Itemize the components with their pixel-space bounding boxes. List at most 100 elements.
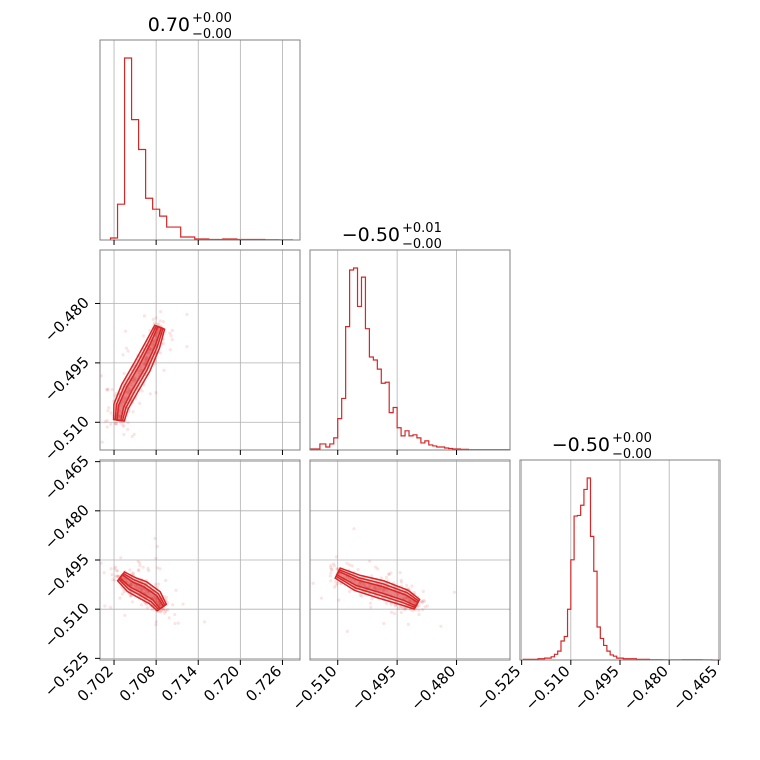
sample-point <box>399 578 403 582</box>
sample-point <box>148 593 152 597</box>
sample-point <box>156 582 161 586</box>
sample-point <box>153 597 157 601</box>
param-title-0: 0.70 +0.00−0.00 <box>148 11 232 42</box>
sample-point <box>146 566 150 571</box>
sample-point <box>109 605 113 610</box>
sample-point <box>159 610 163 614</box>
sample-point <box>153 582 158 587</box>
sample-point <box>167 616 171 620</box>
sample-point <box>126 349 130 353</box>
frame-layer <box>95 39 721 665</box>
sample-point <box>114 421 118 426</box>
sample-point <box>138 564 142 568</box>
sample-point <box>421 598 426 603</box>
sample-point <box>387 572 391 577</box>
sample-point <box>404 606 408 610</box>
sample-point <box>168 331 172 335</box>
sample-point <box>153 596 157 600</box>
sample-point <box>116 569 120 573</box>
sample-point <box>319 596 323 600</box>
sample-point <box>119 402 123 406</box>
sample-point <box>140 389 144 393</box>
sample-point <box>109 411 113 415</box>
sample-point <box>137 586 141 590</box>
sample-point <box>348 563 352 567</box>
sample-point <box>121 423 125 427</box>
sample-point <box>124 396 128 400</box>
sample-point <box>123 613 127 618</box>
sample-point <box>120 400 124 404</box>
title-upper-error: +0.01 <box>402 221 442 236</box>
sample-point <box>148 392 152 396</box>
panel-frame <box>99 249 301 451</box>
y-tick-label: −0.510 <box>41 599 93 651</box>
x-tick-label: −0.525 <box>472 662 524 714</box>
sample-point <box>164 608 168 612</box>
sample-point <box>149 347 153 351</box>
sample-point <box>382 588 386 592</box>
histogram-param-1 <box>309 267 510 451</box>
sample-point <box>131 379 136 383</box>
sample-point <box>352 527 356 531</box>
sample-point <box>113 578 117 582</box>
histogram-param-0 <box>109 57 293 241</box>
sample-point <box>329 567 334 571</box>
sample-point <box>141 334 146 338</box>
param-title-1: −0.50 +0.01−0.00 <box>342 221 442 252</box>
sample-point <box>392 612 396 616</box>
sample-point <box>110 573 114 577</box>
sample-point <box>337 598 341 602</box>
sample-point <box>153 338 157 343</box>
sample-point <box>356 568 360 572</box>
sample-point <box>132 432 136 436</box>
sample-point <box>156 322 160 326</box>
sample-point <box>122 371 126 376</box>
sample-point <box>127 388 131 392</box>
sample-point <box>439 624 443 628</box>
contour-level-1 <box>112 324 166 422</box>
sample-point <box>143 358 147 362</box>
sample-point <box>348 589 352 594</box>
y-tick-label: −0.495 <box>41 353 93 405</box>
sample-point <box>176 621 180 625</box>
sample-point <box>368 584 372 588</box>
data-layer <box>99 57 720 661</box>
sample-point <box>143 362 147 366</box>
sample-point <box>149 347 153 352</box>
sample-point <box>161 607 165 611</box>
sample-point <box>116 574 120 579</box>
sample-point <box>133 377 137 381</box>
sample-point <box>119 421 123 425</box>
sample-point <box>173 621 177 626</box>
sample-point <box>152 321 157 325</box>
sample-point <box>373 586 377 591</box>
panel-frame <box>309 459 511 661</box>
sample-point <box>137 568 141 572</box>
sample-point <box>389 602 393 607</box>
sample-point <box>158 603 162 607</box>
sample-point <box>114 422 119 426</box>
sample-point <box>154 316 158 320</box>
y-tick-label: −0.480 <box>41 294 93 346</box>
sample-point <box>144 589 148 593</box>
sample-point <box>129 382 133 387</box>
title-value: 0.70 <box>148 14 190 36</box>
sample-point <box>136 559 140 564</box>
sample-point <box>122 433 126 437</box>
sample-point <box>362 582 366 586</box>
sample-point <box>399 580 403 584</box>
sample-point <box>110 387 114 392</box>
sample-point <box>138 368 143 372</box>
sample-point <box>417 608 421 613</box>
sample-point <box>373 585 377 589</box>
sample-point <box>389 571 393 575</box>
contour-level-3 <box>335 570 419 607</box>
sample-point <box>379 587 383 591</box>
y-tick-label: −0.480 <box>41 501 93 553</box>
sample-point <box>396 606 401 611</box>
sample-point <box>99 374 103 378</box>
sample-point <box>368 601 372 605</box>
sample-point <box>153 536 157 541</box>
sample-point <box>142 314 147 318</box>
